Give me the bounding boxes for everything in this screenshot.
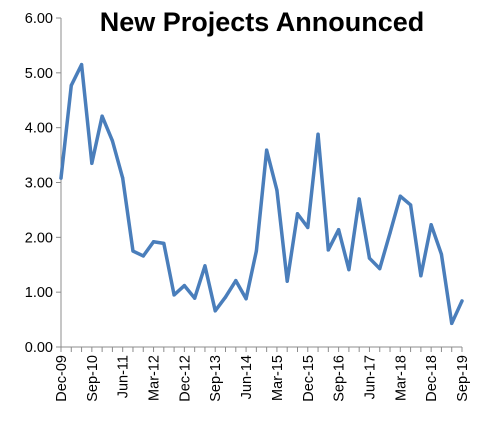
x-tick-label: Dec-15 <box>301 355 317 402</box>
data-point <box>357 197 361 201</box>
data-point <box>90 161 94 165</box>
x-tick-label: Jun-11 <box>116 355 132 398</box>
x-tick-label: Sep-10 <box>85 355 101 402</box>
x-tick-label: Mar-15 <box>270 355 286 401</box>
data-point <box>378 266 382 271</box>
data-point <box>100 114 104 118</box>
data-point <box>244 297 248 301</box>
x-tick-label: Dec-09 <box>54 355 70 402</box>
y-axis: 0.00 1.00 2.00 3.00 4.00 5.00 6.00 <box>25 11 62 356</box>
data-point <box>172 293 176 297</box>
data-point <box>326 248 330 252</box>
data-point <box>419 274 423 278</box>
data-point <box>203 264 207 268</box>
y-tick-label: 2.00 <box>25 230 53 246</box>
y-tick-label: 6.00 <box>25 11 53 27</box>
y-tick-label: 0.00 <box>25 340 53 356</box>
data-point <box>193 296 197 300</box>
data-point <box>59 176 63 180</box>
data-point <box>131 249 135 253</box>
data-point <box>388 231 392 235</box>
chart-title: New Projects Announced <box>100 7 425 37</box>
x-tick-label: Mar-18 <box>393 355 409 401</box>
data-point <box>141 254 145 258</box>
y-tick-label: 3.00 <box>25 176 53 192</box>
data-point <box>275 188 279 192</box>
y-tick-label: 5.00 <box>25 66 53 82</box>
y-tick-label: 1.00 <box>25 285 53 301</box>
data-point <box>265 148 269 152</box>
series-line <box>59 62 464 326</box>
x-tick-label: Sep-19 <box>455 355 471 402</box>
series-group <box>59 62 464 326</box>
data-point <box>460 299 464 303</box>
x-tick-label: Dec-18 <box>424 355 440 402</box>
data-point <box>213 309 217 313</box>
data-point <box>69 83 73 88</box>
data-point <box>79 63 84 67</box>
data-point <box>316 132 320 136</box>
data-point <box>398 194 402 198</box>
data-point <box>408 203 413 207</box>
data-point <box>295 212 300 216</box>
data-point <box>182 283 186 288</box>
data-point <box>347 268 351 272</box>
x-tick-label: Jun-17 <box>362 355 378 399</box>
data-point <box>337 228 341 232</box>
data-point <box>162 241 166 245</box>
data-point <box>223 295 228 299</box>
data-point <box>121 176 125 180</box>
data-point <box>429 223 433 227</box>
data-point <box>285 279 289 283</box>
data-point <box>367 256 372 260</box>
x-tick-label: Sep-16 <box>332 355 348 402</box>
x-tick-label: Sep-13 <box>208 355 224 402</box>
data-point <box>110 139 115 143</box>
data-point <box>439 252 444 256</box>
data-point <box>450 321 454 326</box>
data-point <box>151 240 156 244</box>
data-point <box>234 279 238 283</box>
x-tick-label: Mar-12 <box>147 355 163 401</box>
data-point <box>306 225 310 230</box>
x-axis: Dec-09 Sep-10 Jun-11 Mar-12 Dec-12 Sep-13 Jun-… <box>54 346 471 402</box>
data-point <box>254 249 258 253</box>
x-tick-label: Dec-12 <box>177 355 193 402</box>
x-tick-label: Jun-14 <box>239 355 255 399</box>
y-tick-label: 4.00 <box>25 121 53 137</box>
